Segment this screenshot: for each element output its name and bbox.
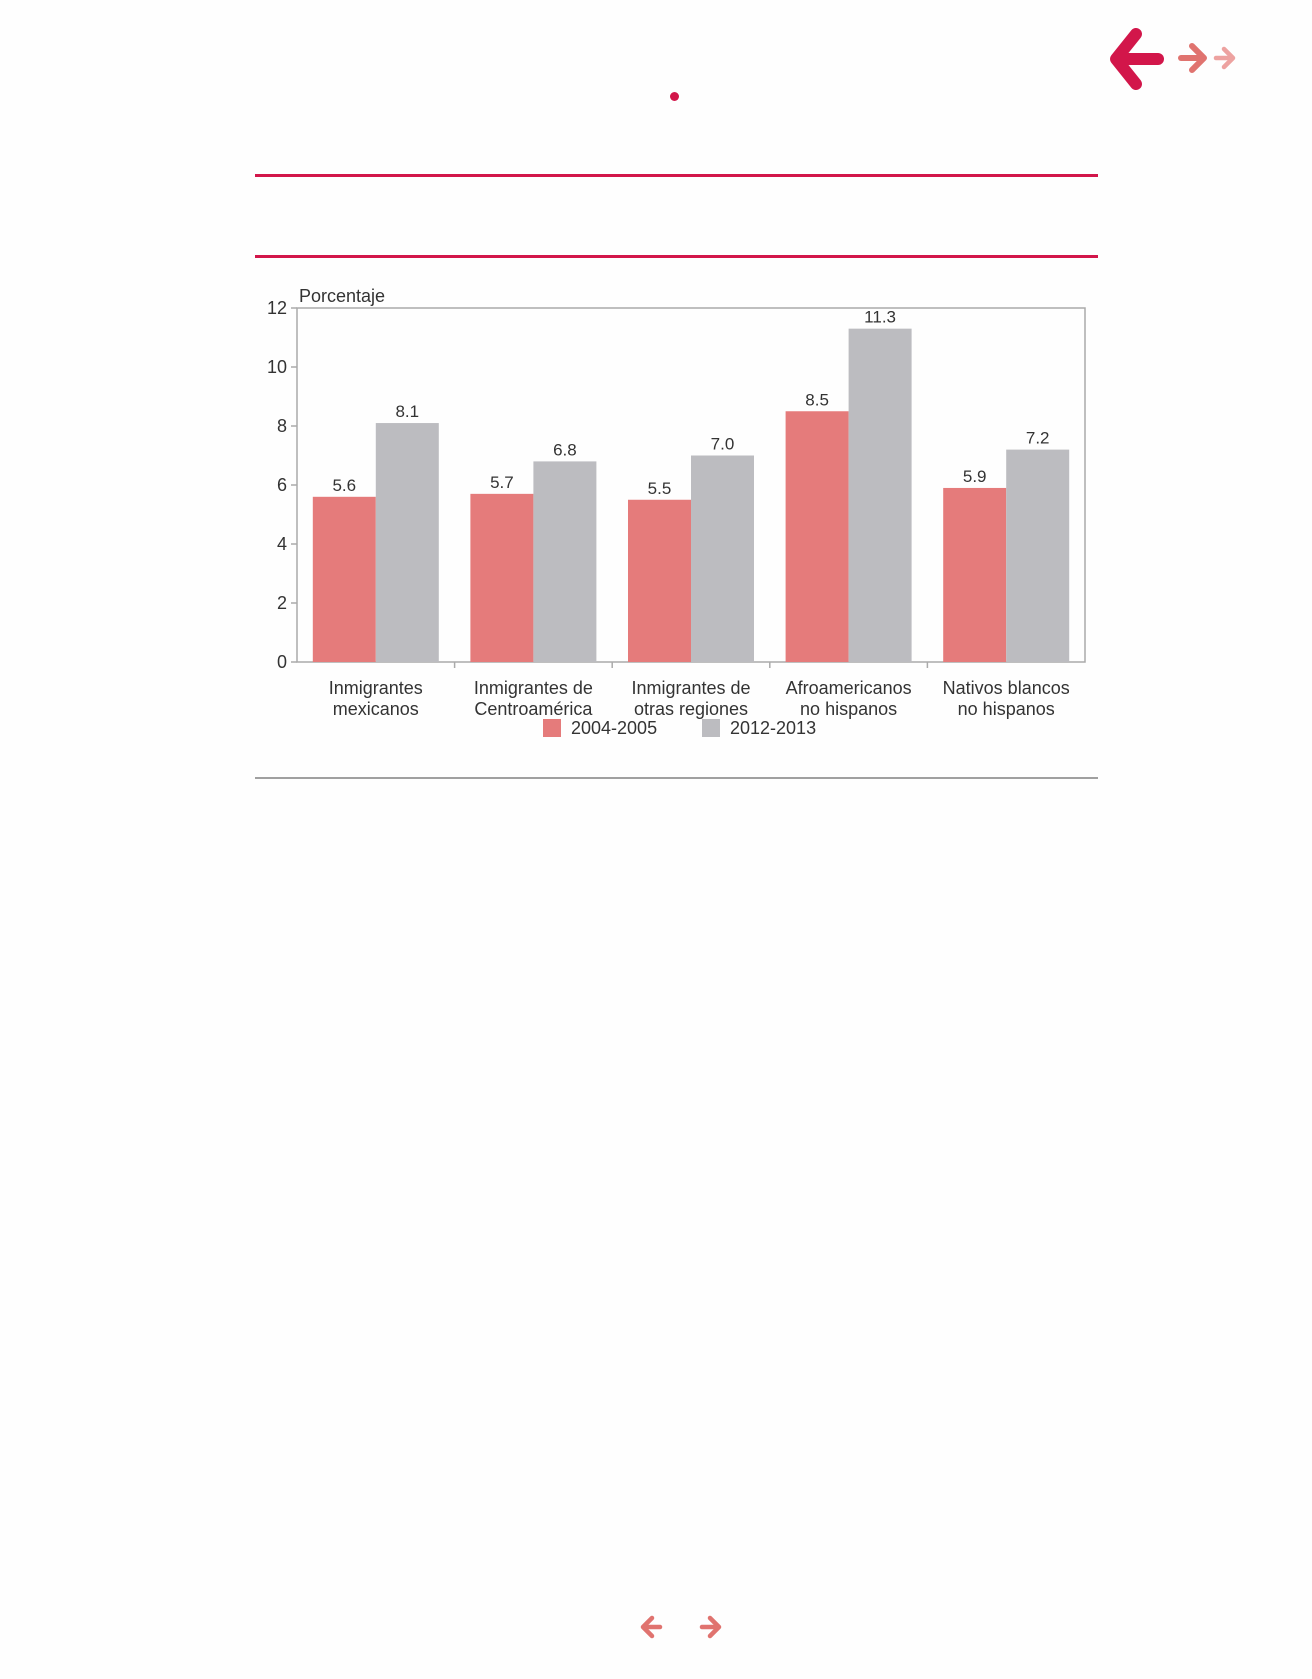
x-tick-label: no hispanos xyxy=(800,699,897,719)
y-tick-label: 12 xyxy=(267,298,287,318)
legend-label: 2004-2005 xyxy=(571,718,657,738)
data-label: 5.6 xyxy=(332,476,356,495)
data-label: 7.0 xyxy=(711,435,735,454)
bottom-rule xyxy=(255,777,1098,779)
arrow-left-icon[interactable] xyxy=(638,1614,664,1640)
header-rule xyxy=(255,255,1098,258)
bar-2004-2005 xyxy=(785,411,849,662)
data-label: 5.9 xyxy=(963,467,987,486)
bar-2004-2005 xyxy=(312,496,376,662)
arrow-right-icon[interactable] xyxy=(698,1614,724,1640)
x-tick-label: Afroamericanos xyxy=(786,678,912,698)
bar-2012-2013 xyxy=(375,423,439,662)
data-label: 7.2 xyxy=(1026,429,1050,448)
top-navigation xyxy=(1108,28,1238,90)
y-tick-label: 6 xyxy=(277,475,287,495)
bar-2004-2005 xyxy=(943,487,1007,662)
legend-label: 2012-2013 xyxy=(730,718,816,738)
bar-chart: Porcentaje 0 2 4 6 8 10 12 5.6 8.1 Inmigrantesmexi… xyxy=(267,286,1086,738)
y-axis-label: Porcentaje xyxy=(299,286,385,306)
arrow-left-icon[interactable] xyxy=(1108,28,1164,90)
bar-2012-2013 xyxy=(691,455,754,662)
y-tick-label: 10 xyxy=(267,357,287,377)
x-tick-label: Nativos blancos xyxy=(943,678,1070,698)
y-tick-label: 2 xyxy=(277,593,287,613)
data-label: 6.8 xyxy=(553,440,577,459)
bar-2004-2005 xyxy=(470,493,534,662)
data-label: 8.5 xyxy=(805,390,829,409)
x-tick-label: Centroamérica xyxy=(474,699,593,719)
data-label: 5.7 xyxy=(490,473,514,492)
x-tick-label: no hispanos xyxy=(958,699,1055,719)
x-tick-label: Inmigrantes xyxy=(329,678,423,698)
data-label: 5.5 xyxy=(648,479,672,498)
x-tick-label: Inmigrantes de xyxy=(631,678,750,698)
top-rule xyxy=(255,174,1098,177)
x-tick-label: Inmigrantes de xyxy=(474,678,593,698)
bar-2012-2013 xyxy=(848,328,912,662)
bottom-navigation xyxy=(630,1612,730,1642)
x-tick-label: otras regiones xyxy=(634,699,748,719)
y-tick-label: 0 xyxy=(277,652,287,672)
legend-swatch xyxy=(543,719,561,737)
x-tick-label: mexicanos xyxy=(333,699,419,719)
bar-2012-2013 xyxy=(1006,449,1070,662)
bullet-dot xyxy=(670,92,679,101)
data-label: 8.1 xyxy=(395,402,419,421)
y-tick-label: 8 xyxy=(277,416,287,436)
arrow-right-small-icon[interactable] xyxy=(1212,45,1238,71)
legend-swatch xyxy=(702,719,720,737)
data-label: 11.3 xyxy=(864,308,896,327)
bar-2004-2005 xyxy=(628,499,691,662)
bar-2012-2013 xyxy=(533,461,597,662)
y-tick-label: 4 xyxy=(277,534,287,554)
arrow-right-icon[interactable] xyxy=(1176,41,1210,75)
